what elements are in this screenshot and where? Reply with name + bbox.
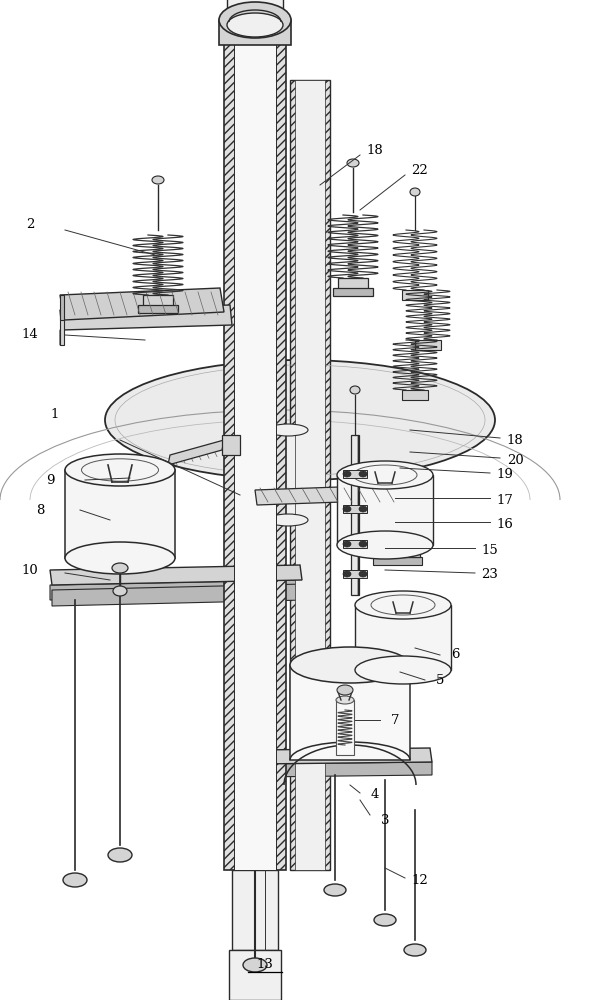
- Polygon shape: [255, 748, 432, 764]
- Ellipse shape: [108, 848, 132, 862]
- Ellipse shape: [268, 514, 308, 526]
- Bar: [143, 295, 173, 310]
- Ellipse shape: [343, 471, 351, 477]
- Ellipse shape: [337, 461, 433, 489]
- Ellipse shape: [290, 647, 410, 683]
- Text: 18: 18: [367, 143, 383, 156]
- Text: 4: 4: [371, 788, 379, 802]
- Text: 14: 14: [21, 328, 38, 342]
- Ellipse shape: [359, 471, 367, 477]
- Polygon shape: [60, 330, 64, 345]
- Ellipse shape: [337, 531, 433, 559]
- Bar: [343, 540, 367, 548]
- Ellipse shape: [410, 188, 420, 196]
- Text: 16: 16: [497, 518, 513, 532]
- Polygon shape: [255, 485, 398, 505]
- Text: 13: 13: [256, 958, 274, 972]
- Ellipse shape: [355, 656, 451, 684]
- Ellipse shape: [65, 454, 175, 486]
- Ellipse shape: [350, 386, 360, 394]
- Polygon shape: [60, 305, 232, 330]
- Text: 5: 5: [436, 674, 444, 686]
- Text: 19: 19: [497, 468, 513, 482]
- Polygon shape: [60, 295, 64, 320]
- Ellipse shape: [336, 696, 354, 704]
- Bar: [65, 470, 175, 558]
- Ellipse shape: [227, 13, 283, 37]
- Polygon shape: [168, 440, 224, 465]
- Bar: [351, 435, 359, 595]
- Bar: [343, 570, 367, 578]
- Ellipse shape: [343, 571, 351, 577]
- Text: 12: 12: [412, 874, 428, 886]
- Polygon shape: [50, 565, 302, 585]
- Bar: [402, 390, 428, 400]
- Text: 10: 10: [21, 564, 38, 576]
- Bar: [343, 505, 367, 513]
- Ellipse shape: [343, 541, 351, 547]
- Ellipse shape: [355, 591, 451, 619]
- Bar: [222, 435, 240, 455]
- Ellipse shape: [243, 958, 267, 972]
- Bar: [295, 80, 325, 870]
- Bar: [219, 20, 291, 45]
- Bar: [227, 0, 283, 25]
- Text: 7: 7: [391, 714, 399, 726]
- Text: 22: 22: [412, 163, 428, 176]
- Ellipse shape: [268, 424, 308, 436]
- Ellipse shape: [65, 542, 175, 574]
- Ellipse shape: [343, 506, 351, 512]
- Bar: [290, 80, 330, 870]
- Text: 17: 17: [497, 493, 513, 506]
- Bar: [234, 40, 276, 870]
- Bar: [415, 340, 441, 350]
- Bar: [373, 557, 422, 565]
- Bar: [337, 475, 433, 545]
- Bar: [355, 605, 451, 670]
- Ellipse shape: [113, 586, 127, 596]
- Bar: [402, 290, 428, 300]
- Polygon shape: [60, 288, 224, 320]
- Bar: [290, 665, 410, 760]
- Ellipse shape: [347, 159, 359, 167]
- Ellipse shape: [404, 944, 426, 956]
- Ellipse shape: [359, 541, 367, 547]
- Bar: [333, 288, 373, 296]
- Ellipse shape: [219, 2, 291, 38]
- Bar: [229, 950, 281, 1000]
- Ellipse shape: [359, 571, 367, 577]
- Bar: [343, 470, 367, 478]
- Ellipse shape: [324, 884, 346, 896]
- Bar: [338, 278, 368, 292]
- Text: 9: 9: [46, 474, 54, 487]
- Ellipse shape: [112, 563, 128, 573]
- Text: 23: 23: [481, 568, 499, 582]
- Text: 15: 15: [481, 544, 499, 556]
- Bar: [232, 870, 278, 950]
- Ellipse shape: [359, 506, 367, 512]
- Polygon shape: [52, 584, 305, 606]
- Bar: [138, 305, 178, 313]
- Bar: [268, 430, 308, 520]
- Text: 2: 2: [26, 219, 34, 232]
- Bar: [375, 545, 420, 557]
- Ellipse shape: [337, 685, 353, 695]
- Polygon shape: [255, 762, 432, 777]
- Text: 3: 3: [381, 814, 389, 826]
- Text: 8: 8: [36, 504, 44, 516]
- Bar: [336, 700, 354, 755]
- Text: 18: 18: [506, 434, 524, 446]
- Ellipse shape: [63, 873, 87, 887]
- Text: 20: 20: [506, 454, 524, 466]
- Polygon shape: [60, 310, 64, 345]
- Text: 6: 6: [451, 648, 459, 662]
- Text: 1: 1: [51, 408, 59, 422]
- Ellipse shape: [374, 914, 396, 926]
- Polygon shape: [50, 580, 302, 600]
- Bar: [224, 40, 286, 870]
- Ellipse shape: [152, 176, 164, 184]
- Ellipse shape: [105, 360, 495, 480]
